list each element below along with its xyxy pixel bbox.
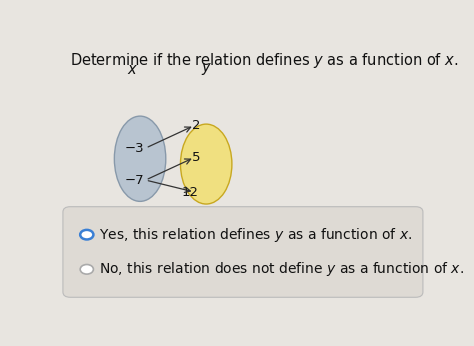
Text: $x$: $x$ — [127, 63, 138, 78]
Circle shape — [80, 264, 93, 274]
Text: 5: 5 — [192, 151, 201, 164]
Ellipse shape — [114, 116, 166, 201]
Text: 2: 2 — [192, 119, 201, 132]
Text: $y$: $y$ — [201, 62, 212, 78]
FancyBboxPatch shape — [63, 207, 423, 297]
Text: −7: −7 — [125, 174, 145, 186]
Text: Determine if the relation defines $y$ as a function of $x$.: Determine if the relation defines $y$ as… — [70, 51, 459, 70]
Ellipse shape — [181, 124, 232, 204]
Circle shape — [80, 230, 93, 239]
Text: Yes, this relation defines $y$ as a function of $x$.: Yes, this relation defines $y$ as a func… — [99, 226, 412, 244]
Text: −3: −3 — [125, 142, 145, 155]
Text: 12: 12 — [181, 185, 198, 199]
Text: No, this relation does not define $y$ as a function of $x$.: No, this relation does not define $y$ as… — [99, 260, 464, 278]
